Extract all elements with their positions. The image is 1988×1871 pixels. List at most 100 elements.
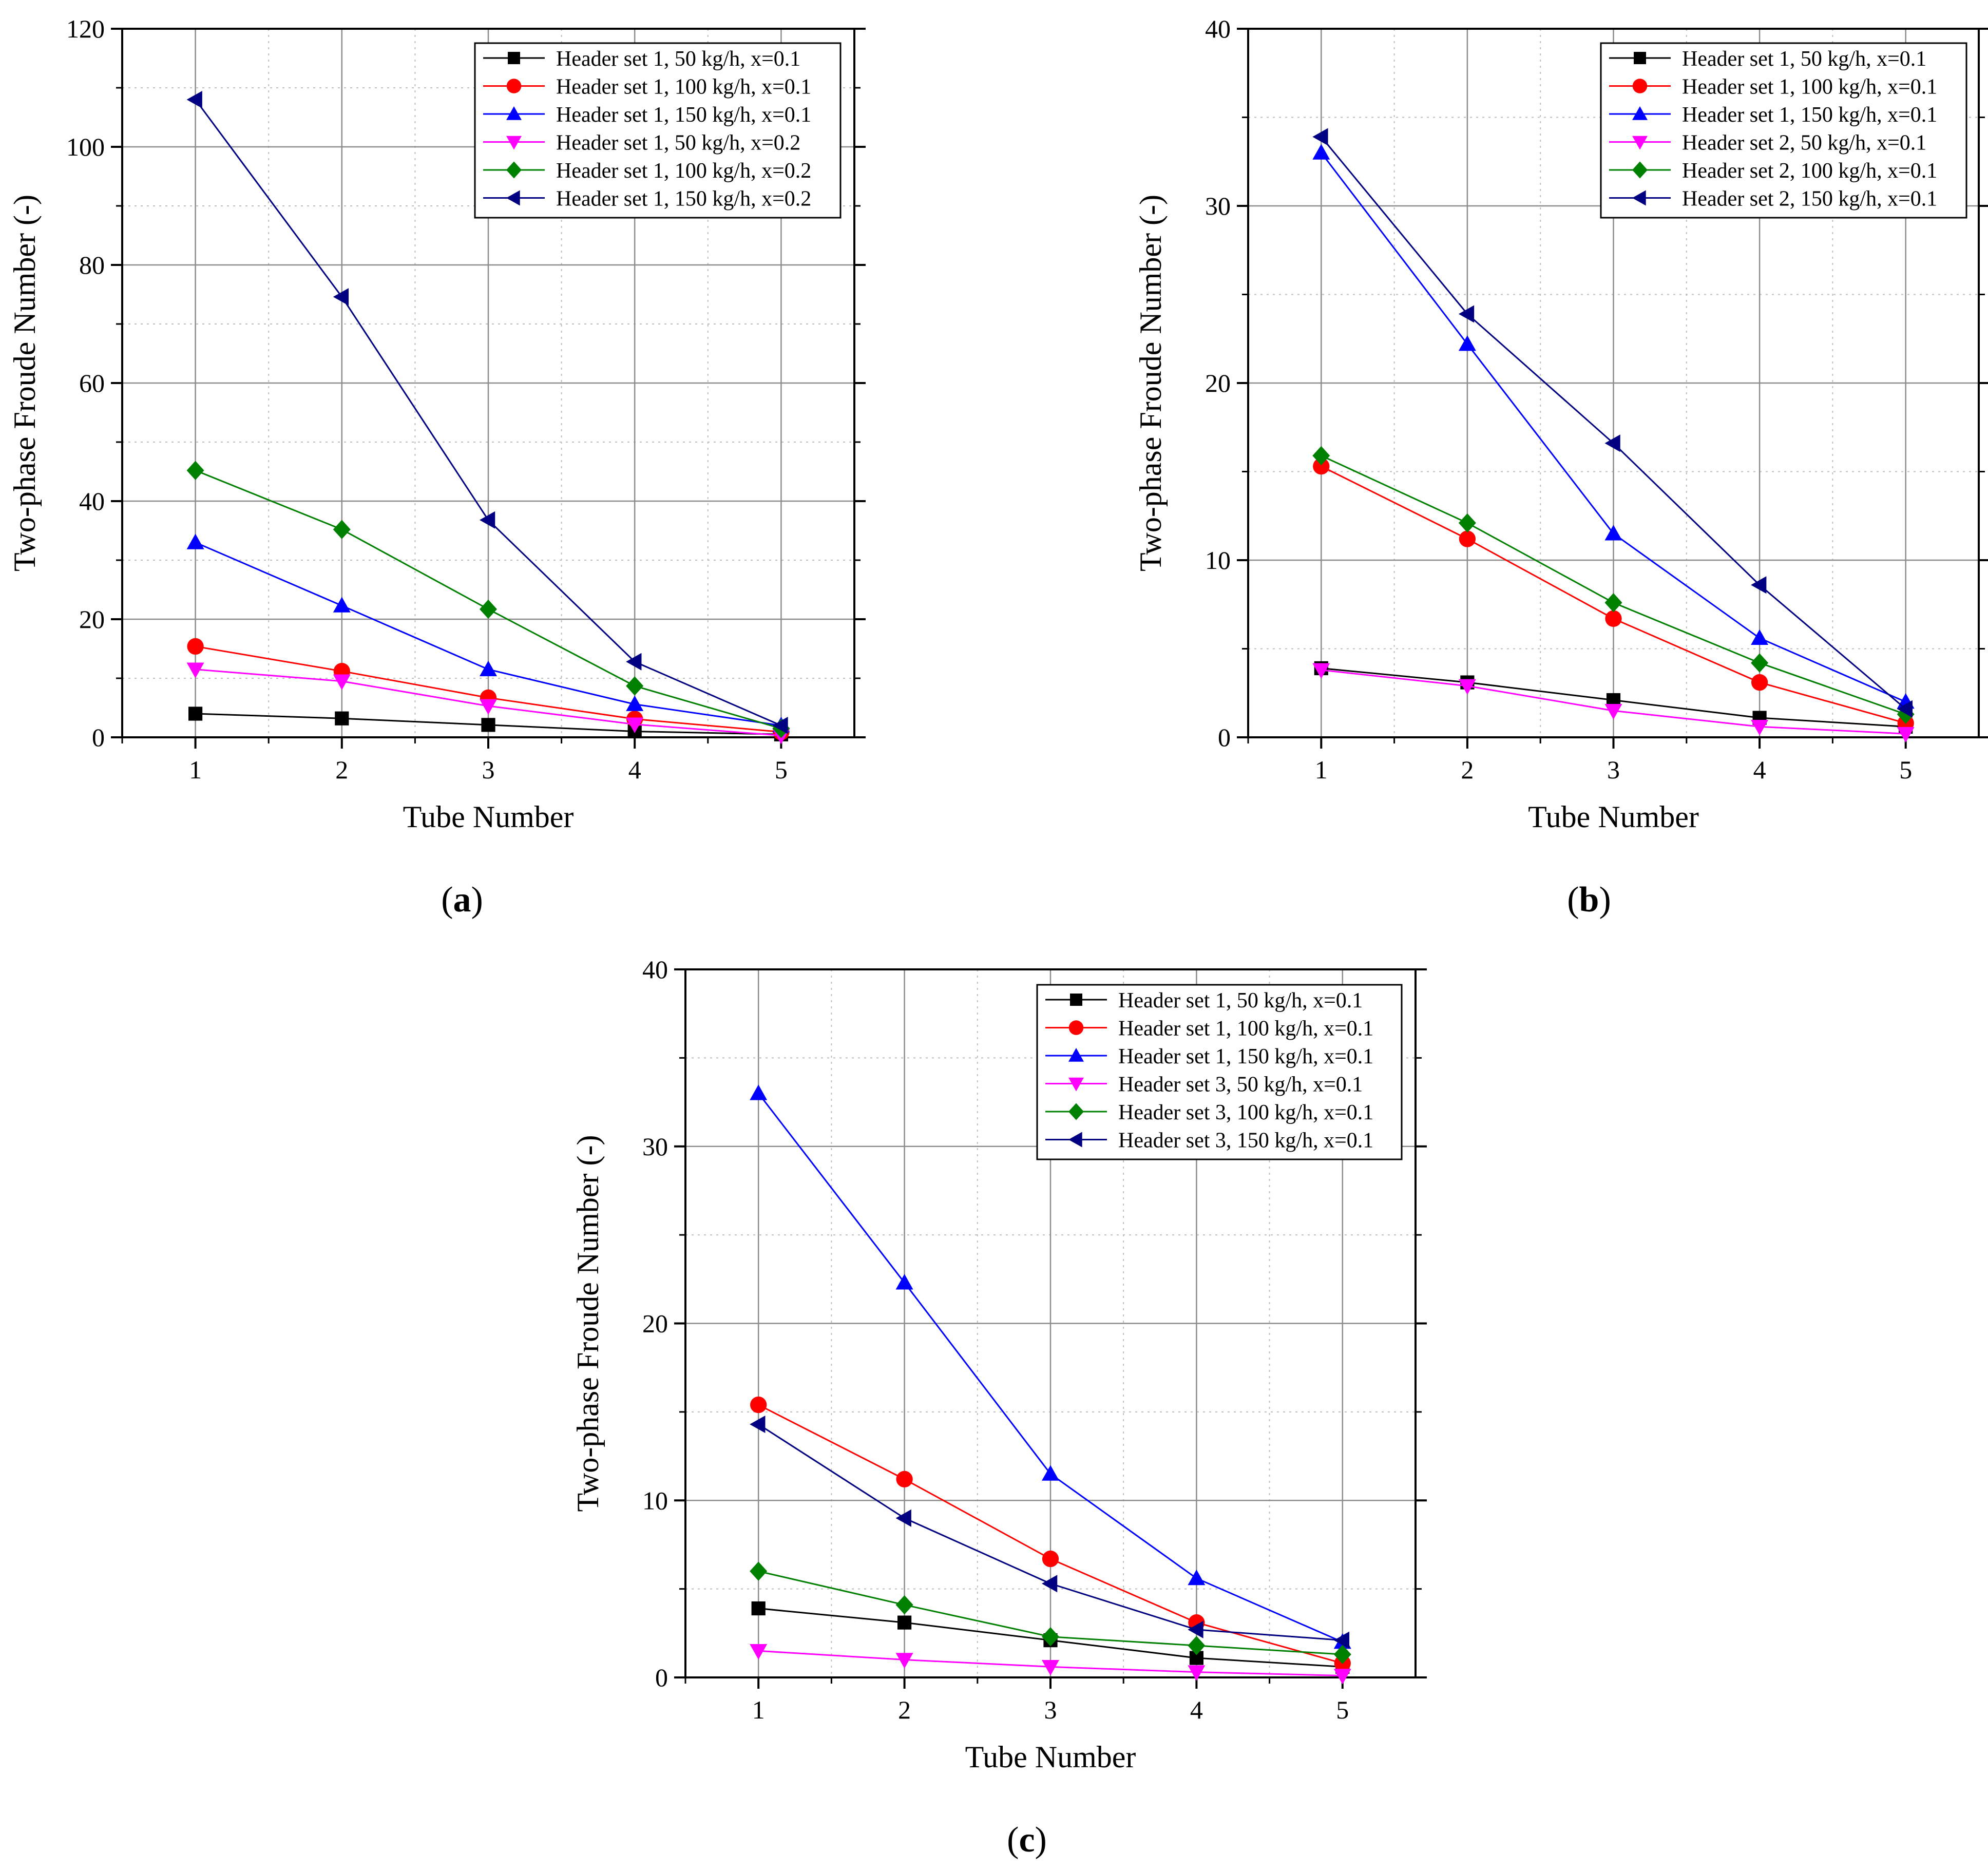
panel-caption-letter: b xyxy=(1579,880,1599,920)
legend-item: Header set 1, 100 kg/h, x=0.2 xyxy=(483,159,811,183)
data-point xyxy=(895,1595,913,1615)
data-point xyxy=(750,1561,768,1581)
data-point xyxy=(186,461,204,480)
panel-caption-close-paren: ) xyxy=(1599,880,1611,920)
legend-label: Header set 1, 100 kg/h, x=0.2 xyxy=(556,159,811,183)
y-axis-label: Two-phase Froude Number (-) xyxy=(571,1135,605,1512)
data-point xyxy=(335,711,349,726)
data-point xyxy=(186,91,202,108)
data-point xyxy=(750,1084,768,1100)
data-point xyxy=(333,288,349,306)
x-tick-label: 5 xyxy=(1899,755,1912,784)
data-point xyxy=(772,717,788,734)
legend-marker xyxy=(1634,52,1646,64)
data-point xyxy=(750,1396,767,1414)
data-point xyxy=(188,707,203,721)
data-point xyxy=(1312,446,1330,466)
legend-label: Header set 2, 50 kg/h, x=0.1 xyxy=(1682,131,1926,155)
data-point xyxy=(1333,1669,1351,1685)
legend-item: Header set 1, 50 kg/h, x=0.1 xyxy=(1609,47,1926,71)
data-point xyxy=(1751,629,1769,645)
data-point xyxy=(626,676,644,696)
data-point xyxy=(1604,703,1622,720)
legend-item: Header set 1, 50 kg/h, x=0.2 xyxy=(483,131,800,155)
x-axis-label: Tube Number xyxy=(403,800,574,834)
series-4 xyxy=(1312,663,1915,743)
panel-caption-letter: a xyxy=(453,880,471,920)
data-point xyxy=(186,662,204,678)
legend-label: Header set 3, 150 kg/h, x=0.1 xyxy=(1118,1129,1373,1153)
data-point xyxy=(1897,727,1915,743)
legend-label: Header set 3, 100 kg/h, x=0.1 xyxy=(1118,1101,1373,1124)
legend: Header set 1, 50 kg/h, x=0.1 Header set 1… xyxy=(1036,984,1403,1160)
series-3 xyxy=(750,1084,1351,1649)
legend-item: Header set 1, 150 kg/h, x=0.1 xyxy=(483,103,811,127)
y-tick-label: 100 xyxy=(66,132,105,161)
data-point xyxy=(750,1644,768,1660)
y-tick-label: 60 xyxy=(79,369,105,397)
panel-caption-open-paren: ( xyxy=(1007,1820,1019,1860)
data-point xyxy=(1188,1665,1206,1681)
x-tick-label: 1 xyxy=(189,755,202,784)
data-point xyxy=(1605,610,1622,627)
data-point xyxy=(333,597,351,613)
y-tick-label: 40 xyxy=(642,955,668,984)
data-point xyxy=(895,1509,911,1527)
data-point xyxy=(1897,704,1915,724)
legend-label: Header set 3, 50 kg/h, x=0.1 xyxy=(1118,1073,1363,1097)
legend-label: Header set 1, 50 kg/h, x=0.1 xyxy=(556,47,800,71)
data-point xyxy=(1312,128,1328,146)
legend-item: Header set 2, 150 kg/h, x=0.1 xyxy=(1609,187,1937,211)
series-5 xyxy=(750,1561,1351,1664)
legend-item: Header set 1, 50 kg/h, x=0.1 xyxy=(1045,989,1363,1013)
y-tick-label: 40 xyxy=(1205,14,1231,43)
x-tick-label: 4 xyxy=(1190,1695,1203,1724)
legend-marker xyxy=(1068,1077,1084,1092)
y-tick-label: 30 xyxy=(642,1132,668,1161)
y-tick-label: 30 xyxy=(1205,192,1231,220)
y-tick-label: 40 xyxy=(79,487,105,516)
chart-panel-a: 0 20 40 60 80 100 120 1 2 3 4 5 Tube Number Two-phase… xyxy=(8,14,866,920)
data-point xyxy=(1604,593,1622,613)
x-tick-label: 4 xyxy=(628,755,641,784)
legend-box xyxy=(474,42,842,219)
data-point xyxy=(1188,1569,1206,1586)
legend-marker xyxy=(1068,1132,1082,1148)
legend-label: Header set 1, 100 kg/h, x=0.1 xyxy=(1118,1017,1373,1041)
data-point xyxy=(1458,305,1475,323)
y-tick-label: 20 xyxy=(79,605,105,634)
x-axis-label: Tube Number xyxy=(1528,800,1699,834)
y-tick-label: 0 xyxy=(1218,723,1231,752)
chart-panel-b: 0 10 20 30 40 1 2 3 4 5 Tube Number Two-phase Froud… xyxy=(1134,14,1988,920)
data-point xyxy=(1751,720,1769,736)
data-point xyxy=(1042,1627,1059,1647)
data-point xyxy=(480,599,497,619)
data-point xyxy=(1604,434,1620,452)
data-point xyxy=(1313,458,1330,475)
legend-label: Header set 1, 100 kg/h, x=0.1 xyxy=(1682,75,1937,99)
legend-label: Header set 1, 150 kg/h, x=0.1 xyxy=(1682,103,1937,127)
data-point xyxy=(1458,335,1476,351)
legend-marker xyxy=(506,161,522,179)
panel-caption-open-paren: ( xyxy=(441,880,453,920)
legend-item: Header set 1, 100 kg/h, x=0.1 xyxy=(1045,1017,1373,1041)
data-point xyxy=(750,1416,766,1434)
legend-item: Header set 2, 50 kg/h, x=0.1 xyxy=(1609,131,1926,155)
legend-item: Header set 3, 50 kg/h, x=0.1 xyxy=(1045,1073,1363,1097)
series-5 xyxy=(1312,446,1915,724)
series-1 xyxy=(188,707,788,741)
legend-marker xyxy=(1068,1020,1084,1035)
y-axis-label: Two-phase Froude Number (-) xyxy=(8,195,42,571)
data-point xyxy=(626,717,644,733)
data-point xyxy=(333,674,351,690)
data-point xyxy=(626,695,644,711)
data-point xyxy=(1188,1620,1203,1638)
legend-marker xyxy=(1632,106,1648,120)
legend-item: Header set 1, 50 kg/h, x=0.1 xyxy=(483,47,800,71)
legend: Header set 1, 50 kg/h, x=0.1 Header set 1… xyxy=(474,42,842,219)
y-axis-label: Two-phase Froude Number (-) xyxy=(1134,195,1168,571)
data-point xyxy=(1897,700,1913,718)
legend-item: Header set 1, 150 kg/h, x=0.1 xyxy=(1045,1045,1373,1068)
x-tick-label: 2 xyxy=(898,1695,911,1724)
